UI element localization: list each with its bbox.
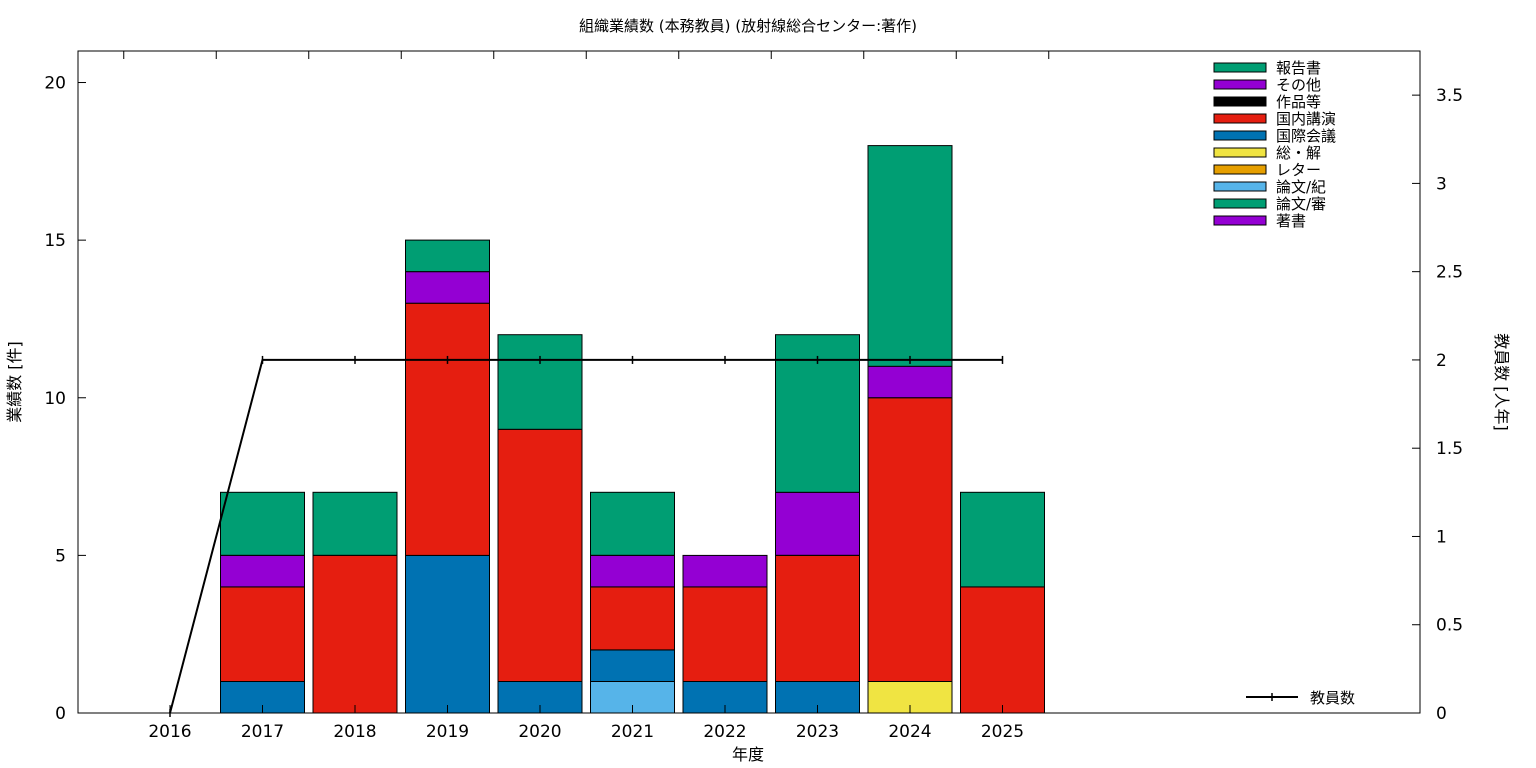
legend-swatch-8 — [1213, 198, 1267, 209]
y2-tick-label-7: 3.5 — [1436, 86, 1463, 106]
legend-swatch-3 — [1213, 113, 1267, 124]
bars-group — [220, 145, 1045, 714]
axes-group: 0 5 10 15 20 0 0.5 1 1.5 2 2.5 3 3.5 2016 2017 2018 2019… — [44, 51, 1463, 742]
x-tick-label-2017: 2017 — [241, 722, 284, 742]
bar-segment-2020-s3 — [497, 428, 583, 682]
y2-axis-label: 教員数 [人年] — [1492, 333, 1511, 431]
chart-title: 組織業績数 (本務教員) (放射線総合センター:著作) — [579, 17, 917, 35]
y2-tick-label-2: 1 — [1436, 527, 1447, 547]
bar-segment-2019-s3 — [405, 302, 490, 556]
legend-label-4: 国際会議 — [1276, 127, 1336, 145]
bar-segment-2023-s1 — [775, 491, 860, 556]
bar-segment-2020-s0 — [497, 334, 583, 430]
bar-segment-2019-s4 — [405, 554, 490, 714]
plot-frame — [77, 50, 1421, 714]
bar-segment-2021-s1 — [590, 554, 675, 588]
y2-tick-label-1: 0.5 — [1436, 616, 1463, 636]
x-axis-label: 年度 — [732, 745, 764, 764]
legend-swatch-1 — [1213, 79, 1267, 90]
bar-segment-2018-s0 — [312, 491, 398, 556]
bar-segment-2025-s0 — [960, 491, 1045, 588]
x-tick-label-2020: 2020 — [518, 722, 561, 742]
bar-segment-2017-s3 — [220, 586, 305, 683]
x-tick-label-2022: 2022 — [703, 722, 746, 742]
legend-label-6: レター — [1276, 161, 1321, 179]
x-tick-label-2025: 2025 — [981, 722, 1024, 742]
y2-tick-label-4: 2 — [1436, 351, 1447, 371]
bar-segment-2024-s1 — [867, 365, 953, 399]
bar-segment-2019-s1 — [405, 271, 490, 304]
y-axis-label: 業績数 [件] — [5, 341, 24, 423]
bar-segment-2018-s3 — [312, 554, 398, 714]
legend-label-5: 総・解 — [1276, 144, 1321, 162]
legend-label-2: 作品等 — [1276, 93, 1321, 111]
legend-label-7: 論文/紀 — [1276, 178, 1326, 196]
bar-segment-2024-s3 — [867, 397, 953, 682]
bar-segment-2017-s1 — [220, 554, 305, 588]
bar-segment-2023-s3 — [775, 554, 860, 683]
y-tick-label-5: 5 — [55, 546, 66, 566]
legend-swatch-7 — [1213, 181, 1267, 192]
legend-label-8: 論文/審 — [1276, 195, 1326, 213]
legend-swatch-6 — [1213, 164, 1267, 175]
legend-label-0: 報告書 — [1276, 59, 1321, 77]
x-tick-label-2024: 2024 — [888, 722, 931, 742]
y-tick-label-10: 10 — [44, 389, 66, 409]
x-tick-label-2023: 2023 — [796, 722, 839, 742]
legend-swatch-5 — [1213, 147, 1267, 158]
x-tick-label-2016: 2016 — [148, 722, 191, 742]
y-tick-label-0: 0 — [55, 704, 66, 724]
legend-swatch-9 — [1213, 215, 1267, 226]
line-legend-label: 教員数 — [1310, 689, 1355, 707]
y-tick-label-20: 20 — [44, 74, 66, 94]
bar-segment-2022-s3 — [682, 586, 768, 683]
legend-swatch-0 — [1213, 62, 1267, 73]
legend-swatch-2 — [1213, 96, 1267, 107]
bar-segment-2024-s0 — [867, 145, 953, 367]
bar-segment-2021-s3 — [590, 586, 675, 651]
bar-segment-2022-s1 — [682, 554, 768, 588]
y2-tick-label-3: 1.5 — [1436, 439, 1463, 459]
y-tick-label-15: 15 — [44, 231, 66, 251]
bar-segment-2021-s4 — [590, 649, 675, 682]
legend-label-9: 著書 — [1276, 212, 1306, 230]
bar-segment-2025-s3 — [960, 586, 1045, 714]
legend-swatch-4 — [1213, 130, 1267, 141]
bar-segment-2019-s0 — [405, 239, 490, 273]
legend-label-3: 国内講演 — [1276, 110, 1336, 128]
bar-segment-2017-s0 — [220, 491, 305, 556]
y2-tick-label-5: 2.5 — [1436, 263, 1463, 283]
x-tick-label-2021: 2021 — [611, 722, 654, 742]
x-tick-label-2018: 2018 — [333, 722, 376, 742]
y2-tick-label-6: 3 — [1436, 174, 1447, 194]
x-tick-label-2019: 2019 — [426, 722, 469, 742]
line-series-faculty — [169, 358, 1003, 714]
line-legend: 教員数 — [1246, 689, 1355, 707]
legend-label-1: その他 — [1276, 76, 1321, 94]
bar-segment-2021-s0 — [590, 491, 675, 556]
y2-tick-label-0: 0 — [1436, 704, 1447, 724]
